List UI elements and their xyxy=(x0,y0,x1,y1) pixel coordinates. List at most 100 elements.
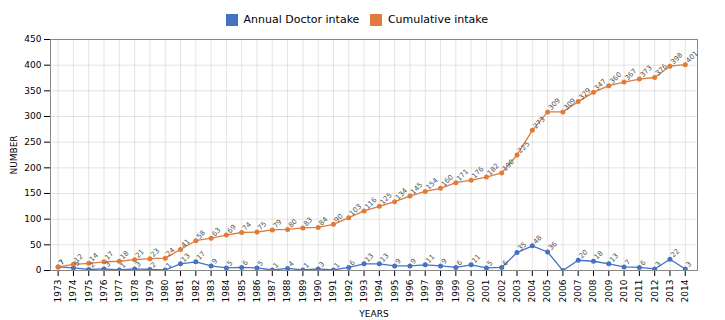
svg-text:1978: 1978 xyxy=(130,279,140,302)
svg-text:1979: 1979 xyxy=(145,279,155,302)
svg-text:74: 74 xyxy=(241,220,253,232)
svg-text:145: 145 xyxy=(409,181,424,196)
svg-text:13: 13 xyxy=(379,252,391,264)
svg-text:376: 376 xyxy=(654,62,669,77)
svg-text:373: 373 xyxy=(639,64,654,79)
svg-text:176: 176 xyxy=(470,165,485,180)
svg-text:90: 90 xyxy=(333,212,345,224)
svg-text:2014: 2014 xyxy=(680,279,690,302)
svg-text:154: 154 xyxy=(425,176,440,191)
svg-text:36: 36 xyxy=(547,240,559,252)
svg-text:103: 103 xyxy=(348,203,363,218)
svg-text:1997: 1997 xyxy=(420,280,430,303)
svg-text:5: 5 xyxy=(226,259,235,268)
svg-text:80: 80 xyxy=(287,217,299,229)
svg-text:100: 100 xyxy=(24,214,41,224)
svg-text:5: 5 xyxy=(256,259,265,268)
svg-text:13: 13 xyxy=(608,252,620,264)
svg-text:2006: 2006 xyxy=(558,279,568,302)
svg-text:1973: 1973 xyxy=(53,280,63,303)
svg-text:58: 58 xyxy=(195,229,207,241)
svg-text:347: 347 xyxy=(593,77,608,92)
svg-text:329: 329 xyxy=(578,86,593,101)
svg-text:2003: 2003 xyxy=(512,280,522,303)
svg-text:450: 450 xyxy=(24,34,41,44)
svg-text:1986: 1986 xyxy=(252,279,262,302)
svg-text:9: 9 xyxy=(210,257,219,266)
svg-text:3: 3 xyxy=(318,260,327,269)
svg-text:2012: 2012 xyxy=(650,280,660,303)
svg-text:1975: 1975 xyxy=(84,280,94,303)
svg-text:11: 11 xyxy=(425,253,437,265)
svg-text:125: 125 xyxy=(379,191,394,206)
svg-text:7: 7 xyxy=(57,258,66,267)
svg-text:41: 41 xyxy=(180,237,192,249)
svg-text:21: 21 xyxy=(134,248,146,260)
svg-text:22: 22 xyxy=(669,247,681,259)
svg-text:150: 150 xyxy=(24,188,41,198)
svg-text:2009: 2009 xyxy=(604,279,614,302)
svg-text:1: 1 xyxy=(119,261,128,270)
svg-text:250: 250 xyxy=(24,137,41,147)
svg-text:171: 171 xyxy=(455,168,470,183)
svg-text:3: 3 xyxy=(654,260,663,269)
svg-text:79: 79 xyxy=(272,218,284,230)
svg-text:2005: 2005 xyxy=(542,280,552,303)
svg-text:2001: 2001 xyxy=(481,280,491,303)
svg-text:225: 225 xyxy=(516,140,531,155)
svg-text:182: 182 xyxy=(486,162,501,177)
svg-text:9: 9 xyxy=(409,257,418,266)
svg-text:9: 9 xyxy=(440,257,449,266)
svg-text:160: 160 xyxy=(440,173,455,188)
svg-text:20: 20 xyxy=(578,248,590,260)
svg-text:1982: 1982 xyxy=(191,280,201,303)
svg-text:273: 273 xyxy=(532,115,547,130)
svg-text:18: 18 xyxy=(593,249,605,261)
svg-text:350: 350 xyxy=(24,86,41,96)
svg-text:2011: 2011 xyxy=(634,280,644,303)
svg-text:2013: 2013 xyxy=(665,280,675,303)
svg-text:309: 309 xyxy=(562,97,577,112)
svg-text:24: 24 xyxy=(165,246,177,258)
svg-text:360: 360 xyxy=(608,71,623,86)
svg-text:200: 200 xyxy=(24,163,41,173)
svg-text:1995: 1995 xyxy=(390,280,400,303)
svg-text:84: 84 xyxy=(318,215,330,227)
svg-text:13: 13 xyxy=(363,252,375,264)
svg-text:190: 190 xyxy=(501,158,516,173)
svg-text:2: 2 xyxy=(149,261,158,270)
svg-text:116: 116 xyxy=(363,195,378,210)
svg-text:1: 1 xyxy=(302,261,311,270)
svg-text:13: 13 xyxy=(180,252,192,264)
svg-text:3: 3 xyxy=(685,260,694,269)
svg-text:1996: 1996 xyxy=(405,279,415,302)
svg-text:1988: 1988 xyxy=(282,279,292,302)
svg-text:35: 35 xyxy=(516,241,528,253)
svg-text:1974: 1974 xyxy=(68,279,78,302)
svg-text:1989: 1989 xyxy=(298,279,308,302)
svg-text:1990: 1990 xyxy=(313,279,323,302)
svg-text:398: 398 xyxy=(669,51,684,66)
svg-text:63: 63 xyxy=(210,226,222,238)
svg-text:2004: 2004 xyxy=(527,279,537,302)
svg-text:1976: 1976 xyxy=(99,279,109,302)
svg-text:6: 6 xyxy=(501,258,510,267)
svg-text:6: 6 xyxy=(241,258,250,267)
svg-text:1985: 1985 xyxy=(237,280,247,303)
svg-text:1987: 1987 xyxy=(267,280,277,303)
svg-text:NUMBER: NUMBER xyxy=(9,135,19,174)
svg-text:18: 18 xyxy=(119,249,131,261)
svg-text:367: 367 xyxy=(623,67,638,82)
svg-text:309: 309 xyxy=(547,97,562,112)
svg-text:1980: 1980 xyxy=(160,279,170,302)
svg-text:4: 4 xyxy=(287,259,296,268)
svg-text:1992: 1992 xyxy=(344,280,354,303)
svg-text:50: 50 xyxy=(30,240,42,250)
svg-text:23: 23 xyxy=(149,247,161,259)
svg-text:1991: 1991 xyxy=(328,280,338,303)
svg-text:401: 401 xyxy=(685,50,700,65)
svg-text:134: 134 xyxy=(394,186,409,201)
svg-text:300: 300 xyxy=(24,111,41,121)
svg-text:1983: 1983 xyxy=(206,280,216,303)
svg-text:1999: 1999 xyxy=(451,279,461,302)
